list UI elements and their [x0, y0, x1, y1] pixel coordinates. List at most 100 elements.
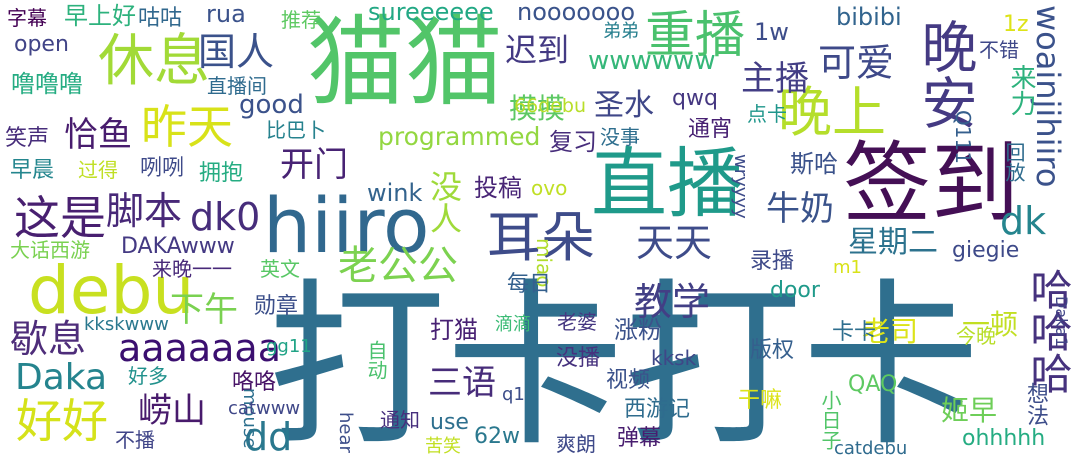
word: 没播	[556, 346, 601, 371]
word: dk	[1000, 199, 1047, 243]
word: 比巴卜	[266, 118, 326, 142]
word: giegie	[952, 238, 1020, 263]
word: 66debu	[514, 95, 587, 117]
word: use	[430, 410, 469, 435]
word: 这是	[14, 191, 106, 245]
word: hiiro	[263, 181, 430, 270]
word: 咯咯	[232, 370, 277, 395]
word: catdebu	[834, 438, 908, 459]
word: 回放	[1002, 142, 1026, 182]
word: 没人	[425, 170, 463, 234]
word: 国人	[198, 30, 275, 74]
word: 弟弟	[603, 21, 639, 42]
word: 西游记	[624, 397, 691, 422]
word: mouse	[239, 388, 260, 449]
word: 投稿	[474, 174, 522, 202]
word: 想法	[1023, 382, 1048, 426]
word: 弹幕	[617, 426, 662, 451]
word: 拥抱	[199, 161, 244, 186]
word: 教学	[634, 280, 711, 324]
word: 勋章	[254, 294, 299, 319]
word: kkskwww	[84, 314, 169, 335]
word: 直播	[591, 139, 743, 228]
word: 早晨	[10, 158, 55, 183]
word: 歇息	[10, 317, 87, 361]
word: 大话西游	[10, 238, 90, 262]
word: 好好	[16, 394, 108, 448]
word: 复习	[549, 128, 597, 156]
word: 来力	[1006, 64, 1036, 116]
word: Daka1	[1052, 296, 1071, 348]
word: door	[770, 278, 820, 303]
word: 笑声	[5, 126, 50, 151]
word: 62w	[474, 424, 520, 449]
word: 1z	[1003, 12, 1029, 37]
word: dd	[244, 415, 293, 459]
word: 涨粉	[614, 316, 662, 344]
word: nooooooo	[517, 0, 635, 26]
word: debu	[28, 252, 195, 329]
word: 咧咧	[140, 156, 185, 181]
word: 晚上	[778, 81, 886, 144]
word: 下午	[170, 290, 238, 330]
word: 摸摸	[509, 92, 566, 125]
word: 卡卡	[832, 320, 877, 345]
word: dk0	[190, 195, 261, 239]
word: 来晚一一	[152, 257, 232, 281]
word: woainjihiiro	[1029, 5, 1067, 188]
word: 不播	[115, 428, 155, 452]
word: 通宵	[688, 117, 733, 142]
word: ovo	[531, 176, 568, 200]
word: 耳朵	[487, 206, 595, 269]
word: 主播	[741, 59, 809, 99]
word: 早上好	[64, 2, 136, 30]
word: Daka	[15, 357, 108, 398]
word: open	[14, 32, 69, 57]
word: 老婆	[557, 310, 597, 334]
word: 姬早	[941, 394, 998, 427]
word: rua	[206, 0, 246, 28]
word: Q111	[951, 110, 975, 164]
word: 不错	[979, 38, 1019, 62]
word: 休息	[98, 29, 210, 94]
word: sureeeeee	[368, 0, 494, 26]
word: 推荐	[281, 8, 321, 32]
word: 迟到	[505, 31, 570, 69]
word: 三语	[428, 363, 496, 403]
word: 老公公	[338, 243, 458, 289]
word: q1	[502, 384, 525, 405]
word: wryyyy	[730, 154, 751, 219]
word: 圣水	[594, 88, 654, 123]
word: good	[239, 90, 304, 120]
word: 老司	[862, 315, 919, 348]
word: 崂山	[138, 391, 206, 431]
word: 晚安	[912, 18, 977, 130]
word: 斯哈	[790, 150, 838, 178]
word: aaaaaaa	[118, 326, 282, 370]
word: 干嘛	[738, 388, 783, 413]
word: 版权	[750, 338, 795, 363]
word: QAQ	[848, 372, 898, 397]
word: 录播	[750, 249, 795, 274]
word: kksk	[651, 346, 697, 370]
word: 滴滴	[495, 314, 531, 335]
word: 过得	[78, 158, 118, 182]
word: DAKAwww	[121, 234, 235, 259]
word: gg11	[266, 336, 312, 357]
word: hear	[335, 412, 356, 453]
word: 小日子	[818, 390, 842, 450]
word: 天天	[636, 221, 713, 265]
word: 点卡	[747, 102, 787, 126]
word: wink	[367, 179, 423, 207]
word: 猫猫	[307, 6, 504, 120]
word: 字幕	[7, 6, 47, 30]
word: 直播间	[207, 74, 267, 98]
word: 签到	[843, 132, 1020, 235]
word: bibibi	[836, 3, 902, 31]
word: programmed	[378, 122, 541, 151]
word: wwwwww	[588, 46, 716, 76]
word: 苦笑	[425, 436, 461, 457]
word: 视频	[606, 368, 651, 393]
word: m1	[833, 257, 862, 278]
word: 打卡打卡	[268, 263, 980, 463]
